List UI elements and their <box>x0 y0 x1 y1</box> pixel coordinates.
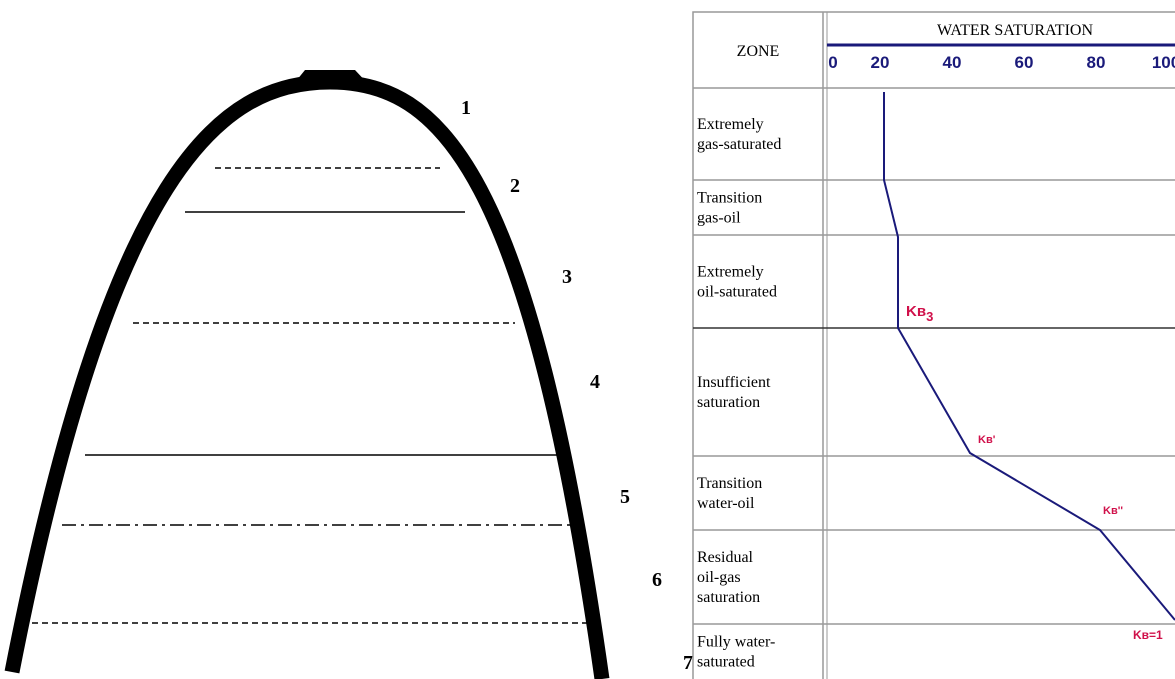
axis-tick-label: 80 <box>1087 53 1106 72</box>
axis-tick-label: 20 <box>871 53 890 72</box>
curve-label: Kв'' <box>1103 505 1123 517</box>
zone-lines <box>22 167 600 624</box>
zone-label: oil-saturated <box>697 284 777 301</box>
curve-label-subscript: 3 <box>926 309 933 324</box>
zone-number: 3 <box>562 266 572 288</box>
table: ZONE WATER SATURATION Extremely gas-satur… <box>692 11 1175 679</box>
zone-label: Insufficient <box>697 374 771 391</box>
axis-tick-label: 100 <box>1152 53 1175 72</box>
zone-label: gas-oil <box>697 210 741 227</box>
saturation-curve <box>883 92 1175 621</box>
zone-label: Extremely <box>697 116 764 133</box>
zone-label: Extremely <box>697 264 764 281</box>
zone-number: 1 <box>461 97 471 119</box>
zone-number: 6 <box>652 569 662 591</box>
curve-label: Kв3 <box>906 303 933 324</box>
zone-number: 4 <box>590 371 600 393</box>
axis-tick-label: 60 <box>1015 53 1034 72</box>
table-border <box>692 11 1175 679</box>
zone-numbers: 1 2 3 4 5 6 7 <box>461 97 693 674</box>
zone-number: 7 <box>683 652 693 674</box>
zone-label: saturation <box>697 394 760 411</box>
zone-label: saturated <box>697 654 755 671</box>
zone-header: ZONE <box>737 43 780 60</box>
axis-tick-label: 0 <box>828 53 837 72</box>
zone-label: water-oil <box>697 495 755 512</box>
curve-labels: Kв3 Kв' Kв'' Kв=1 <box>906 303 1163 642</box>
zone-label: oil-gas <box>697 569 741 586</box>
arch-diagram: 1 2 3 4 5 6 7 <box>4 70 693 679</box>
arch-top <box>292 70 370 86</box>
zone-label: Fully water- <box>697 634 775 651</box>
arch <box>4 74 610 679</box>
zone-number: 5 <box>620 486 630 508</box>
zone-label: gas-saturated <box>697 136 781 153</box>
saturation-header: WATER SATURATION <box>937 22 1093 39</box>
curve-label: Kв' <box>978 434 996 446</box>
axis-tick-label: 40 <box>943 53 962 72</box>
curve-label: Kв=1 <box>1133 628 1163 642</box>
zone-rows: Extremely gas-saturated Transition gas-oil E… <box>693 87 1175 671</box>
zone-number: 2 <box>510 175 520 197</box>
zone-label: Transition <box>697 475 762 492</box>
zone-label: Residual <box>697 549 754 566</box>
zone-label: saturation <box>697 589 760 606</box>
zone-label: Transition <box>697 190 762 207</box>
